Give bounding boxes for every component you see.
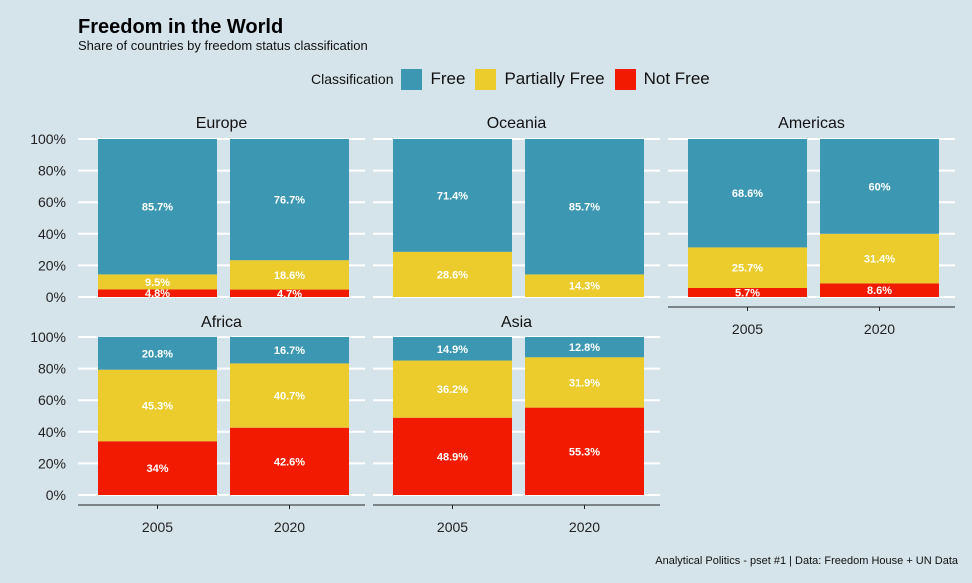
data-label: 5.7% <box>735 287 760 299</box>
bar-africa-2020-free <box>230 337 349 364</box>
data-label: 34% <box>146 463 168 475</box>
bar-africa-2005-not-free <box>98 441 217 495</box>
facet-title-asia: Asia <box>501 314 532 331</box>
data-label: 16.7% <box>274 345 305 357</box>
data-label: 42.6% <box>274 456 305 468</box>
bar-europe-2020-partially-free <box>230 260 349 290</box>
bar-americas-2020-not-free <box>820 283 939 297</box>
data-label: 4.8% <box>145 288 170 300</box>
bar-europe-2005-partially-free <box>98 274 217 290</box>
legend-key-partially-free <box>475 68 497 90</box>
bar-asia-2020-not-free <box>525 407 644 495</box>
facet-title-americas: Americas <box>778 115 845 132</box>
legend-entry-not-free: Not Free <box>614 68 710 90</box>
y-tick-label: 60% <box>38 194 66 210</box>
bar-asia-2005-not-free <box>393 417 512 495</box>
bar-americas-2020-partially-free <box>820 233 939 284</box>
data-label: 36.2% <box>437 384 468 396</box>
legend-entry-free: Free <box>401 68 466 90</box>
legend-label-free: Free <box>430 69 466 88</box>
bar-africa-2005-free <box>98 336 217 370</box>
y-tick-label: 0% <box>46 289 66 305</box>
facet-title-europe: Europe <box>196 115 248 132</box>
legend: Classification Free Partially Free Not F… <box>311 66 720 92</box>
data-label: 71.4% <box>437 190 468 202</box>
legend-label-partially-free: Partially Free <box>504 69 605 88</box>
bar-oceania-2020-partially-free <box>525 274 644 297</box>
bar-europe-2005-not-free <box>98 289 217 297</box>
chart-title: Freedom in the World <box>78 16 284 38</box>
y-tick-label: 80% <box>38 163 66 179</box>
y-tick-label: 60% <box>38 392 66 408</box>
data-label: 85.7% <box>569 202 600 214</box>
data-label: 31.9% <box>569 377 600 389</box>
y-tick-label: 0% <box>46 487 66 503</box>
y-tick-label: 40% <box>38 226 66 242</box>
bar-americas-2005-not-free <box>688 287 807 297</box>
x-tick-label: 2020 <box>274 519 305 535</box>
legend-entry-partially-free: Partially Free <box>475 68 605 90</box>
data-label: 40.7% <box>274 391 305 403</box>
y-tick-label: 100% <box>30 329 66 345</box>
data-label: 68.6% <box>732 188 763 200</box>
bar-oceania-2005-free <box>393 139 512 252</box>
y-tick-label: 100% <box>30 131 66 147</box>
bar-asia-2005-partially-free <box>393 360 512 418</box>
data-label: 4.7% <box>277 288 302 300</box>
data-label: 14.9% <box>437 344 468 356</box>
legend-label-not-free: Not Free <box>643 69 710 88</box>
bar-oceania-2005-partially-free <box>393 251 512 297</box>
bar-africa-2005-partially-free <box>98 369 217 442</box>
data-label: 85.7% <box>142 202 173 214</box>
data-label: 31.4% <box>864 254 895 266</box>
data-label: 20.8% <box>142 348 173 360</box>
bar-europe-2005-free <box>98 139 217 275</box>
data-label: 9.5% <box>145 277 170 289</box>
bar-europe-2020-not-free <box>230 289 349 297</box>
y-tick-label: 40% <box>38 424 66 440</box>
y-tick-label: 80% <box>38 361 66 377</box>
bar-americas-2005-partially-free <box>688 247 807 288</box>
data-label: 25.7% <box>732 263 763 275</box>
data-label: 14.3% <box>569 281 600 293</box>
bar-americas-2005-free <box>688 139 807 248</box>
chart-subtitle: Share of countries by freedom status cla… <box>78 38 368 53</box>
x-tick-label: 2020 <box>569 519 600 535</box>
chart-caption: Analytical Politics - pset #1 | Data: Fr… <box>655 555 958 567</box>
bar-africa-2020-partially-free <box>230 363 349 428</box>
bar-oceania-2020-free <box>525 139 644 275</box>
data-label: 55.3% <box>569 446 600 458</box>
legend-key-not-free <box>614 68 636 90</box>
bar-asia-2020-partially-free <box>525 357 644 408</box>
data-label: 8.6% <box>867 285 892 297</box>
x-tick-label: 2020 <box>864 321 895 337</box>
data-label: 12.8% <box>569 342 600 354</box>
data-label: 45.3% <box>142 400 173 412</box>
facet-title-africa: Africa <box>201 314 242 331</box>
bar-africa-2020-not-free <box>230 427 349 495</box>
x-tick-label: 2005 <box>437 519 468 535</box>
y-tick-label: 20% <box>38 257 66 273</box>
data-label: 76.7% <box>274 195 305 207</box>
bar-asia-2020-free <box>525 337 644 358</box>
facet-title-oceania: Oceania <box>487 115 547 132</box>
data-label: 60% <box>868 181 890 193</box>
data-label: 28.6% <box>437 269 468 281</box>
data-label: 48.9% <box>437 451 468 463</box>
data-label: 18.6% <box>274 270 305 282</box>
bar-asia-2005-free <box>393 337 512 361</box>
x-tick-label: 2005 <box>142 519 173 535</box>
bar-americas-2020-free <box>820 139 939 234</box>
x-tick-label: 2005 <box>732 321 763 337</box>
y-tick-label: 20% <box>38 455 66 471</box>
legend-title: Classification <box>311 71 394 87</box>
bar-europe-2020-free <box>230 139 349 261</box>
legend-key-free <box>401 68 423 90</box>
